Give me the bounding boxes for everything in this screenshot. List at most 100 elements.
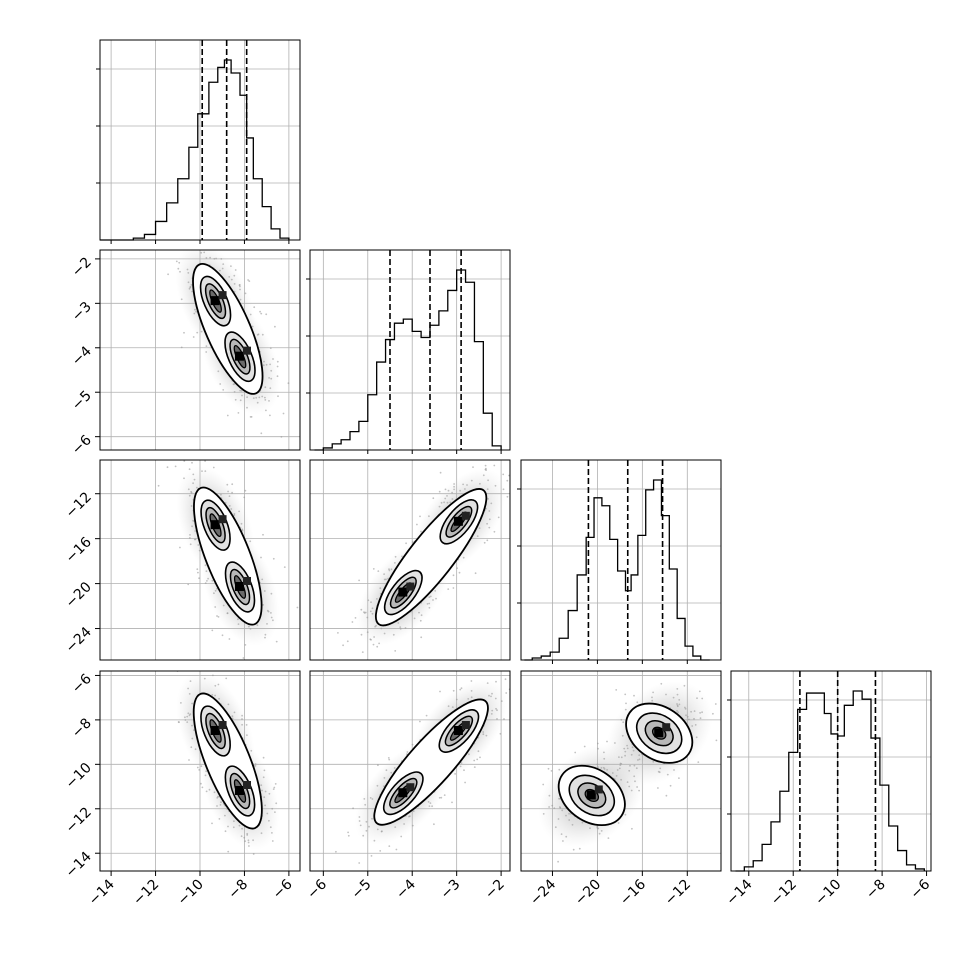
sample-point [376,645,379,648]
sample-point [244,489,247,492]
sample-point [270,592,273,595]
sample-point [270,612,272,614]
sample-point [472,466,474,468]
sample-point [276,365,279,368]
sample-point [211,694,214,696]
sample-point [418,611,420,614]
sample-point [381,830,383,833]
sample-point [419,619,422,622]
sample-point [387,577,389,580]
sample-point [548,806,550,808]
sample-point [701,697,704,700]
sample-point [191,461,193,464]
sample-point [558,768,561,771]
sample-point [189,543,192,546]
x-tick-label: −10 [812,877,844,909]
sample-point [204,470,207,472]
x-tick-label: −14 [723,876,755,908]
sample-point [479,756,481,759]
sample-point [261,789,263,792]
sample-point [428,515,430,518]
contour-outer [374,488,488,627]
sample-point [660,682,663,685]
sample-point [456,567,458,570]
sample-point [486,522,488,525]
x-tick-label: −20 [572,877,604,909]
sample-point [574,751,577,754]
sample-point [354,617,357,619]
sample-point [233,283,236,285]
sample-point [246,834,249,836]
sample-point [484,464,487,467]
sample-point [419,515,421,518]
sample-point [428,805,431,807]
sample-point [209,256,212,259]
sample-point [425,714,428,717]
sample-point [385,769,388,772]
sample-point [239,285,241,288]
sample-point [411,541,414,543]
sample-point [358,862,361,864]
sample-point [618,767,621,770]
density-panel-1-2 [99,249,301,451]
sample-point [262,604,265,606]
sample-point [495,707,497,710]
sample-point [454,773,456,775]
histogram-step [524,479,710,661]
sample-point [228,495,231,497]
sample-point [272,358,274,360]
sample-point [220,258,223,260]
sample-point [447,705,450,708]
sample-point [683,684,686,687]
sample-point [506,495,509,498]
sample-point [371,607,374,610]
sample-point [420,636,423,639]
sample-point [394,650,397,652]
sample-point [346,640,349,643]
sample-point [191,525,194,528]
sample-point [473,759,476,762]
sample-point [274,783,277,785]
density-cell [453,726,463,735]
sample-point [615,689,618,691]
sample-point [626,781,629,783]
sample-point [624,693,627,696]
sample-point [198,769,201,771]
sample-point [245,724,248,726]
sample-point [392,633,395,636]
sample-point [264,633,267,636]
y-tick-label: −10 [63,760,95,792]
density-panel-3-4 [520,670,722,872]
sample-point [260,432,263,435]
sample-point [215,257,218,260]
density-layer [337,460,510,653]
sample-point [383,785,385,787]
sample-point [482,733,485,736]
sample-point [620,778,622,781]
sample-point [180,346,183,349]
sample-point [234,456,236,458]
y-tick-label: −20 [63,579,95,611]
sample-point [693,717,695,720]
sample-point [698,690,701,693]
sample-point [358,816,361,818]
sample-point [258,396,261,399]
sample-point [401,555,403,558]
sample-point [212,466,215,469]
sample-point [371,612,374,615]
sample-point [253,306,256,309]
sample-point [432,497,435,500]
sample-point [626,744,628,747]
density-cell [218,515,227,524]
sample-point [217,616,220,618]
sample-point [252,839,255,842]
sample-point [233,820,235,823]
sample-point [363,611,365,614]
sample-point [184,719,187,721]
sample-point [274,325,276,328]
sample-point [462,483,464,486]
sample-point [676,703,678,705]
sample-point [296,606,299,609]
sample-point [239,399,242,402]
sample-point [283,566,286,568]
